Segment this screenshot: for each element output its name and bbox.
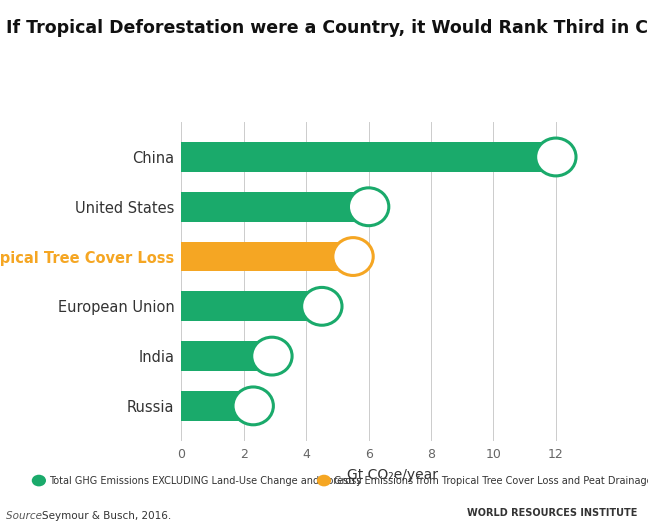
- Text: WORLD RESOURCES INSTITUTE: WORLD RESOURCES INSTITUTE: [467, 508, 637, 518]
- Ellipse shape: [302, 287, 342, 325]
- Text: Source:: Source:: [6, 511, 49, 521]
- Text: If Tropical Deforestation were a Country, it Would Rank Third in CO₂e Emissions: If Tropical Deforestation were a Country…: [6, 19, 648, 37]
- Text: Seymour & Busch, 2016.: Seymour & Busch, 2016.: [42, 511, 171, 521]
- Bar: [181, 242, 353, 271]
- Bar: [181, 142, 556, 172]
- Bar: [181, 391, 253, 421]
- Bar: [181, 341, 272, 371]
- Text: Gross Emissions from Tropical Tree Cover Loss and Peat Drainage: Gross Emissions from Tropical Tree Cover…: [334, 476, 648, 485]
- Ellipse shape: [233, 387, 273, 425]
- Ellipse shape: [349, 188, 389, 226]
- Ellipse shape: [536, 138, 576, 176]
- Ellipse shape: [251, 337, 292, 375]
- Bar: [181, 292, 322, 321]
- Bar: [181, 192, 369, 222]
- Ellipse shape: [333, 237, 373, 276]
- Text: Total GHG Emissions EXCLUDING Land-Use Change and Forestry: Total GHG Emissions EXCLUDING Land-Use C…: [49, 476, 362, 485]
- X-axis label: Gt CO₂e/year: Gt CO₂e/year: [347, 468, 437, 482]
